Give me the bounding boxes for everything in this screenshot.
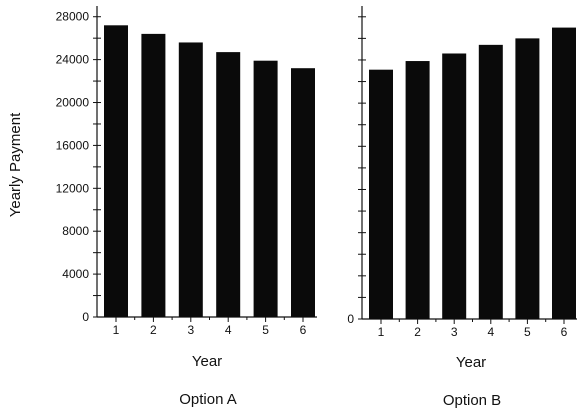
- option-b-label: Option B: [443, 392, 501, 409]
- bar-year-2: [405, 61, 430, 319]
- x-tick-label: 1: [378, 325, 385, 339]
- x-tick-label: 2: [150, 323, 157, 337]
- x-tick-label: 4: [487, 325, 494, 339]
- bar-year-6: [291, 68, 315, 317]
- y-tick-label: 0: [347, 312, 354, 326]
- x-tick-label: 6: [561, 325, 568, 339]
- option-a-label: Option A: [179, 391, 237, 408]
- bar-year-3: [178, 42, 203, 318]
- x-tick-label: 5: [524, 325, 531, 339]
- bar-year-1: [369, 69, 393, 319]
- x-axis-label-option-a: Year: [192, 353, 222, 370]
- y-tick-label: 20000: [56, 96, 90, 110]
- bar-year-2: [141, 33, 166, 318]
- x-tick-label: 1: [113, 323, 120, 337]
- x-tick-label: 3: [187, 323, 194, 337]
- bar-year-3: [442, 53, 467, 319]
- bar-year-6: [552, 27, 576, 319]
- x-tick-label: 4: [225, 323, 232, 337]
- y-tick-label: 12000: [56, 181, 90, 195]
- bar-year-4: [216, 52, 241, 317]
- x-tick-label: 6: [300, 323, 307, 337]
- x-tick-label: 5: [262, 323, 269, 337]
- bar-year-5: [515, 38, 540, 320]
- y-tick-label: 4000: [62, 267, 89, 281]
- x-axis-label-option-b: Year: [456, 354, 486, 371]
- bar-year-5: [253, 60, 278, 317]
- y-tick-label: 28000: [56, 10, 90, 24]
- y-tick-label: 0: [82, 310, 89, 324]
- y-tick-label: 8000: [62, 224, 89, 238]
- y-tick-label: 24000: [56, 53, 90, 67]
- x-tick-label: 3: [451, 325, 458, 339]
- bar-year-1: [104, 25, 128, 318]
- y-axis-label: Yearly Payment: [7, 112, 24, 217]
- x-tick-label: 2: [414, 325, 421, 339]
- chart-panel-option-b: 0 1 2 3 4 5 6: [347, 6, 577, 339]
- y-tick-label: 16000: [56, 138, 90, 152]
- chart-panel-option-a: 0 4000 8000 12000 16000 20000 24000 28000 1 2 3 4 5 6: [56, 6, 317, 337]
- bar-year-4: [478, 44, 503, 320]
